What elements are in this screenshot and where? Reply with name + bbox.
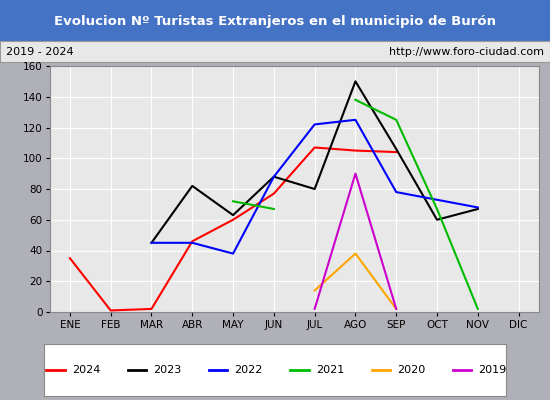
Text: 2019: 2019 bbox=[478, 365, 507, 375]
Text: 2021: 2021 bbox=[316, 365, 344, 375]
Text: 2022: 2022 bbox=[234, 365, 263, 375]
Text: 2023: 2023 bbox=[153, 365, 182, 375]
Text: Evolucion Nº Turistas Extranjeros en el municipio de Burón: Evolucion Nº Turistas Extranjeros en el … bbox=[54, 14, 496, 28]
Text: 2024: 2024 bbox=[72, 365, 100, 375]
Text: 2020: 2020 bbox=[397, 365, 425, 375]
Text: http://www.foro-ciudad.com: http://www.foro-ciudad.com bbox=[389, 47, 544, 57]
Text: 2019 - 2024: 2019 - 2024 bbox=[6, 47, 73, 57]
